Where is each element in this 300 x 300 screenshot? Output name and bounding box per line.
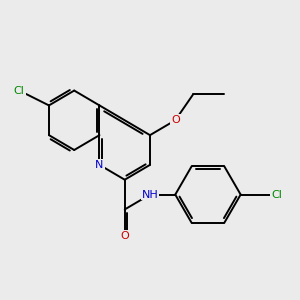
Text: N: N xyxy=(95,160,104,170)
Text: O: O xyxy=(120,231,129,241)
Text: NH: NH xyxy=(142,190,158,200)
Text: Cl: Cl xyxy=(271,190,282,200)
Text: Cl: Cl xyxy=(14,85,25,96)
Text: O: O xyxy=(171,115,180,125)
